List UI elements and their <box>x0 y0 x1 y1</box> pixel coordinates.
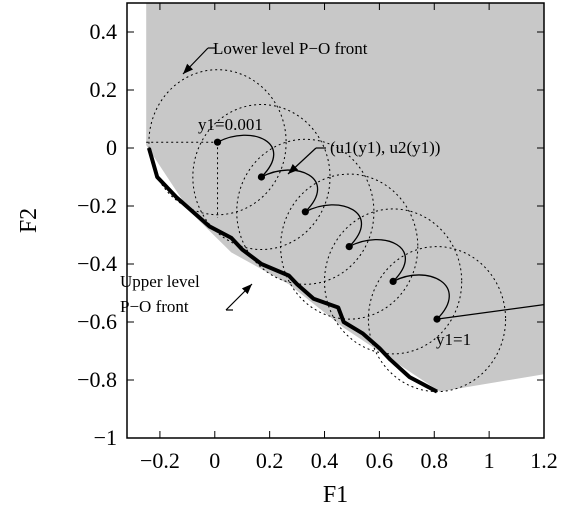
mapping-arc-2 <box>305 204 363 248</box>
x-tick-label-6: 1 <box>484 448 495 473</box>
plot-frame <box>126 2 545 439</box>
x-axis: −0.2 0 0.2 0.4 0.6 0.8 1 1.2 <box>140 3 558 473</box>
upper-level-front-curve <box>146 147 438 394</box>
y1-end-label: y1=1 <box>436 330 471 349</box>
upper-level-front-label-line1: Upper level <box>120 272 200 291</box>
mapping-arcs <box>217 134 450 320</box>
y-axis: 0.4 0.2 0 −0.2 −0.4 −0.6 −0.8 −1 <box>77 19 544 450</box>
mapping-arc-3 <box>348 239 407 282</box>
y-tick-label-2: 0 <box>106 135 117 160</box>
lower-level-point-2 <box>301 208 309 216</box>
x-tick-label-5: 0.8 <box>421 448 449 473</box>
lower-level-front-circles <box>148 69 507 393</box>
mapping-arc-4 <box>392 274 450 320</box>
y-tick-label-3: −0.2 <box>77 193 117 218</box>
lower-level-front-circle-5 <box>367 246 507 393</box>
mapping-label: (u1(y1), u2(y1)) <box>330 138 440 157</box>
reference-lines <box>146 141 219 218</box>
x-tick-label-7: 1.2 <box>530 448 558 473</box>
mapping-arc-1 <box>261 169 319 213</box>
extension-line <box>436 304 545 320</box>
x-tick-label-2: 0.2 <box>256 448 284 473</box>
mapping-arc-0 <box>217 134 275 178</box>
annotation-arrows <box>182 47 326 311</box>
lower-level-front-label: Lower level P−O front <box>213 39 368 58</box>
y-tick-label-6: −0.8 <box>77 367 117 392</box>
lower-level-front-circle-2 <box>236 138 375 285</box>
lower-level-front-circle-0 <box>148 69 287 216</box>
lower-level-points <box>213 138 441 323</box>
y-tick-label-0: 0.4 <box>90 19 118 44</box>
y-axis-title: F2 <box>16 208 42 233</box>
y-tick-label-4: −0.4 <box>77 251 117 276</box>
upper-level-front-label-line2: P−O front <box>120 297 189 316</box>
y1-start-label: y1=0.001 <box>198 115 263 134</box>
lower-level-front-circle-4 <box>324 208 463 355</box>
lower-level-point-5 <box>433 315 441 323</box>
x-tick-label-0: −0.2 <box>140 448 180 473</box>
x-tick-label-4: 0.6 <box>366 448 394 473</box>
lower-level-point-3 <box>345 243 353 251</box>
y-tick-label-5: −0.6 <box>77 309 117 334</box>
mapping-arrow-head <box>288 164 299 174</box>
x-axis-title: F1 <box>323 482 348 508</box>
y-tick-label-1: 0.2 <box>90 77 118 102</box>
lower-level-point-0 <box>213 138 222 146</box>
y-tick-label-7: −1 <box>94 425 117 450</box>
feasible-region <box>146 3 544 392</box>
lower-front-arrow-head <box>183 63 194 74</box>
lower-level-point-1 <box>257 173 266 181</box>
lower-level-front-circle-1 <box>192 104 331 250</box>
lower-level-front-circle-3 <box>280 173 419 320</box>
upper-front-arrow-head <box>241 284 252 295</box>
x-tick-label-1: 0 <box>209 448 220 473</box>
lower-level-point-4 <box>389 277 397 285</box>
x-tick-label-3: 0.4 <box>311 448 339 473</box>
